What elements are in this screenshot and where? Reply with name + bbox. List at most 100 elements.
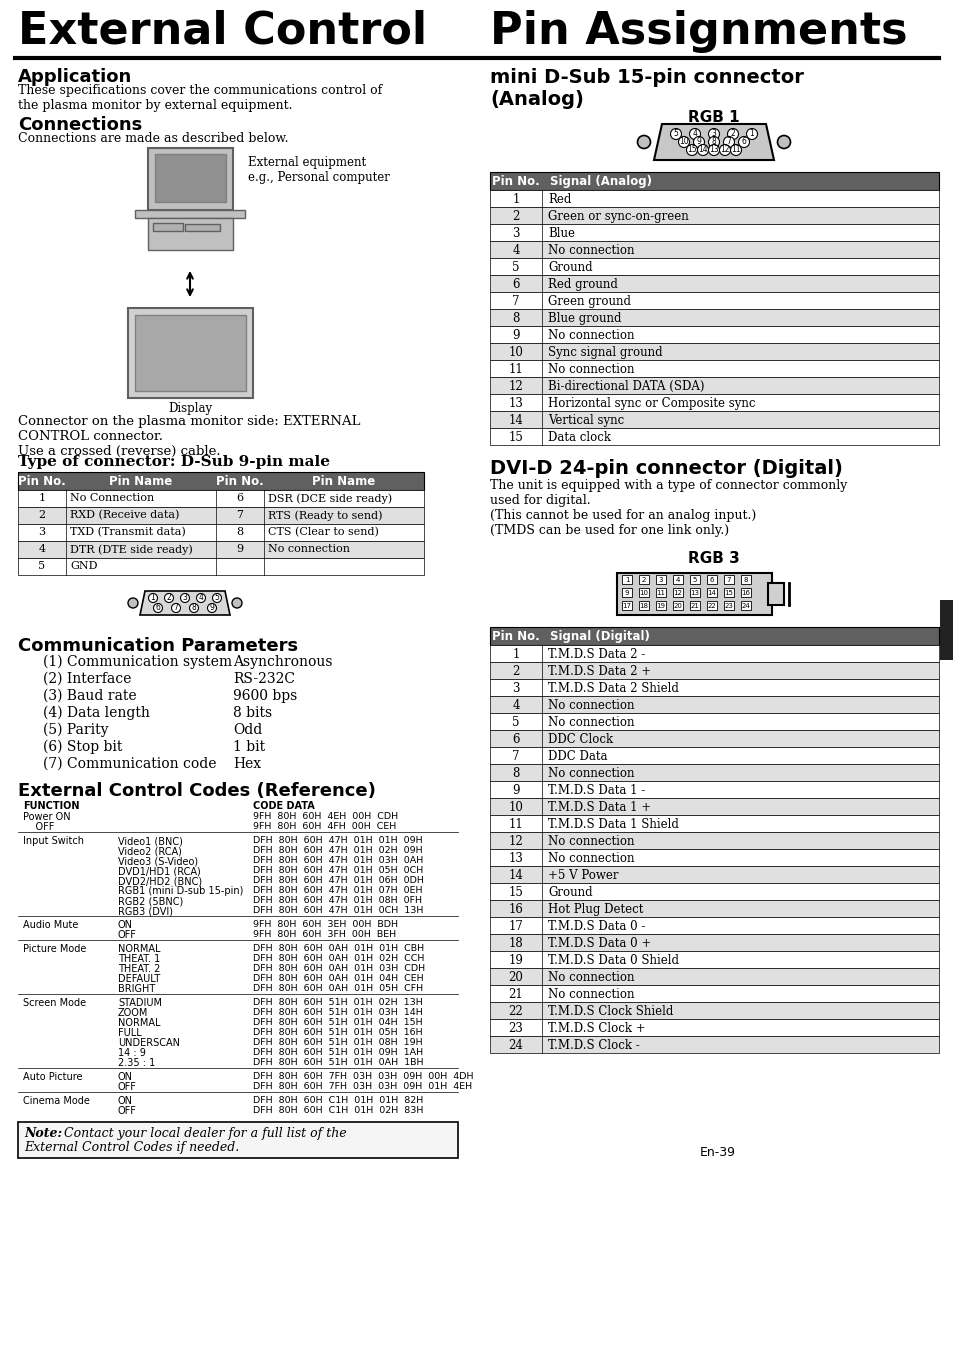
Ellipse shape — [745, 128, 757, 139]
Text: Audio Mute: Audio Mute — [23, 920, 78, 929]
Text: Green ground: Green ground — [547, 295, 630, 308]
Bar — [723, 576, 733, 584]
Bar — [490, 713, 938, 730]
Text: 19: 19 — [656, 603, 665, 609]
Text: 22: 22 — [707, 603, 716, 609]
Text: DFH  80H  60H  47H  01H  08H  0FH: DFH 80H 60H 47H 01H 08H 0FH — [253, 896, 421, 905]
Text: DFH  80H  60H  0AH  01H  04H  CEH: DFH 80H 60H 0AH 01H 04H CEH — [253, 974, 423, 984]
Text: No connection: No connection — [547, 988, 634, 1001]
Text: Connector on the plasma monitor side: EXTERNAL
CONTROL connector.
Use a crossed : Connector on the plasma monitor side: EX… — [18, 415, 360, 458]
Text: DFH  80H  60H  0AH  01H  03H  CDH: DFH 80H 60H 0AH 01H 03H CDH — [253, 965, 425, 973]
Text: DFH  80H  60H  51H  01H  05H  16H: DFH 80H 60H 51H 01H 05H 16H — [253, 1028, 422, 1038]
Text: 1: 1 — [749, 130, 754, 139]
Text: 17: 17 — [622, 603, 631, 609]
Text: 8: 8 — [512, 767, 519, 780]
Text: 4: 4 — [38, 544, 46, 554]
Text: 5: 5 — [214, 593, 219, 603]
Text: DFH  80H  60H  7FH  03H  03H  09H  01H  4EH: DFH 80H 60H 7FH 03H 03H 09H 01H 4EH — [253, 1082, 472, 1092]
Bar — [490, 428, 938, 444]
Text: 6: 6 — [709, 577, 714, 584]
Text: ON: ON — [118, 1096, 132, 1106]
Text: DVD1/HD1 (RCA): DVD1/HD1 (RCA) — [118, 866, 200, 875]
Text: Picture Mode: Picture Mode — [23, 944, 87, 954]
Text: 14: 14 — [508, 869, 523, 882]
Text: RGB2 (5BNC): RGB2 (5BNC) — [118, 896, 183, 907]
Bar — [490, 240, 938, 258]
Text: 1: 1 — [151, 593, 155, 603]
Text: 4: 4 — [198, 593, 203, 603]
Text: Video3 (S-Video): Video3 (S-Video) — [118, 857, 198, 866]
Text: 11: 11 — [508, 363, 523, 376]
Ellipse shape — [697, 145, 708, 155]
Text: DFH  80H  60H  47H  01H  05H  0CH: DFH 80H 60H 47H 01H 05H 0CH — [253, 866, 423, 875]
Text: NORMAL: NORMAL — [118, 1019, 160, 1028]
Text: Ground: Ground — [547, 261, 592, 274]
Bar — [490, 190, 938, 207]
Text: 4: 4 — [512, 245, 519, 257]
Text: 8: 8 — [711, 138, 716, 146]
Text: T.M.D.S Data 0 +: T.M.D.S Data 0 + — [547, 938, 651, 950]
Ellipse shape — [153, 604, 162, 612]
Text: (6) Stop bit: (6) Stop bit — [43, 740, 122, 754]
Bar — [490, 696, 938, 713]
Text: 9: 9 — [512, 784, 519, 797]
Text: 7: 7 — [173, 604, 178, 612]
Bar — [490, 224, 938, 240]
Text: 2: 2 — [512, 209, 519, 223]
Text: GND: GND — [70, 561, 97, 571]
Text: Display: Display — [168, 403, 212, 415]
Text: 8: 8 — [512, 312, 519, 326]
Bar — [723, 588, 733, 597]
Text: 4: 4 — [512, 698, 519, 712]
Text: 13: 13 — [508, 852, 523, 865]
Text: DFH  80H  60H  47H  01H  02H  09H: DFH 80H 60H 47H 01H 02H 09H — [253, 846, 422, 855]
Text: 9FH  80H  60H  4FH  00H  CEH: 9FH 80H 60H 4FH 00H CEH — [253, 821, 395, 831]
Text: 3: 3 — [711, 130, 716, 139]
Text: RXD (Receive data): RXD (Receive data) — [70, 509, 179, 520]
Bar — [148, 218, 233, 250]
Text: Blue ground: Blue ground — [547, 312, 620, 326]
Bar — [490, 359, 938, 377]
Bar — [490, 1019, 938, 1036]
Text: No connection: No connection — [268, 544, 350, 554]
Text: ZOOM: ZOOM — [118, 1008, 149, 1019]
Bar — [621, 601, 631, 611]
Text: 23: 23 — [723, 603, 733, 609]
Text: No connection: No connection — [547, 330, 634, 342]
Text: 10: 10 — [639, 590, 648, 596]
Text: 3: 3 — [38, 527, 46, 536]
Text: Hot Plug Detect: Hot Plug Detect — [547, 902, 642, 916]
Text: 1 bit: 1 bit — [233, 740, 265, 754]
Text: DFH  80H  60H  51H  01H  02H  13H: DFH 80H 60H 51H 01H 02H 13H — [253, 998, 422, 1006]
Text: DFH  80H  60H  0AH  01H  02H  CCH: DFH 80H 60H 0AH 01H 02H CCH — [253, 954, 424, 963]
Text: 19: 19 — [508, 954, 523, 967]
Text: 18: 18 — [639, 603, 648, 609]
Bar — [706, 588, 717, 597]
Text: 16: 16 — [508, 902, 523, 916]
Text: 14: 14 — [508, 413, 523, 427]
Text: Power ON: Power ON — [23, 812, 71, 821]
Text: DSR (DCE side ready): DSR (DCE side ready) — [268, 493, 392, 504]
Ellipse shape — [164, 593, 173, 603]
Text: 6: 6 — [740, 138, 745, 146]
Text: 10: 10 — [508, 346, 523, 359]
Text: No connection: No connection — [547, 835, 634, 848]
Text: DFH  80H  60H  51H  01H  03H  14H: DFH 80H 60H 51H 01H 03H 14H — [253, 1008, 422, 1017]
Bar — [490, 1036, 938, 1052]
Text: 5: 5 — [673, 130, 678, 139]
Ellipse shape — [689, 128, 700, 139]
Text: 23: 23 — [508, 1021, 523, 1035]
Text: Pin No.: Pin No. — [18, 476, 66, 488]
Text: Odd: Odd — [233, 723, 262, 738]
Text: 15: 15 — [508, 431, 523, 444]
Text: The unit is equipped with a type of connector commonly
used for digital.
(This c: The unit is equipped with a type of conn… — [490, 480, 846, 536]
Ellipse shape — [777, 135, 790, 149]
Text: 9: 9 — [624, 590, 629, 596]
Text: 21: 21 — [508, 988, 523, 1001]
Text: 8: 8 — [192, 604, 196, 612]
Text: 20: 20 — [508, 971, 523, 984]
Bar — [18, 1121, 457, 1158]
Polygon shape — [140, 590, 230, 615]
Text: RGB1 (mini D-sub 15-pin): RGB1 (mini D-sub 15-pin) — [118, 886, 243, 896]
Ellipse shape — [128, 598, 138, 608]
